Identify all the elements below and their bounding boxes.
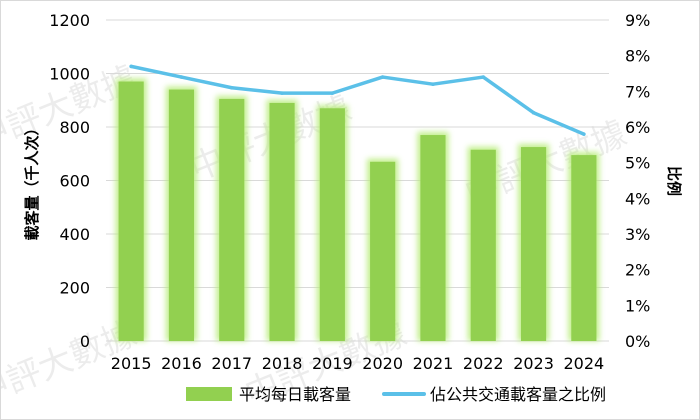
y2-tick-label: 1%	[625, 296, 650, 315]
y2-tick-label: 0%	[625, 332, 650, 351]
y-tick-label: 200	[59, 279, 90, 298]
x-tick-label: 2020	[362, 354, 403, 373]
y2-tick-label: 7%	[625, 82, 650, 101]
bar	[370, 161, 396, 341]
y2-tick-label: 5%	[625, 154, 650, 173]
y-axis-title: 載客量（千人次）	[23, 120, 41, 240]
y2-tick-label: 6%	[625, 118, 650, 137]
series-line	[129, 64, 586, 136]
y-tick-label: 1000	[49, 65, 90, 84]
y2-tick-label: 3%	[625, 225, 650, 244]
line-point	[129, 64, 133, 69]
x-tick-label: 2022	[463, 354, 504, 373]
line-point	[179, 75, 184, 79]
legend-label: 佔公共交通載客量之比例	[430, 385, 606, 404]
bar-series	[115, 78, 600, 342]
y2-tick-label: 4%	[625, 189, 650, 208]
line-point	[330, 91, 335, 95]
bar	[168, 89, 195, 341]
axes: 0 200 400 600 800 1000 1200 0% 1% 2% 3% 4% 5% 6% 7% 8% 9…	[23, 11, 683, 373]
legend-bar-swatch	[186, 387, 232, 401]
y-tick-label: 400	[59, 225, 90, 244]
x-tick-label: 2018	[262, 354, 303, 373]
y-tick-label: 1200	[49, 11, 90, 30]
line-point	[481, 75, 486, 79]
y2-tick-label: 9%	[625, 11, 650, 30]
y2-axis-title: 比例	[665, 166, 683, 196]
bar	[520, 147, 547, 341]
bar	[571, 155, 597, 341]
line-point	[531, 110, 536, 115]
x-tick-label: 2023	[513, 354, 554, 373]
x-tick-label: 2017	[211, 354, 252, 373]
line-point	[380, 75, 385, 79]
legend-label: 平均每日載客量	[239, 385, 351, 404]
bar	[420, 135, 446, 341]
line-point	[229, 85, 234, 90]
y-tick-label: 800	[59, 118, 90, 137]
y2-tick-label: 8%	[625, 47, 650, 66]
line-point	[280, 91, 284, 95]
bar	[319, 108, 345, 342]
x-tick-label: 2021	[413, 354, 454, 373]
y-tick-label: 0	[80, 332, 90, 351]
bar	[219, 98, 245, 341]
y-tick-label: 600	[59, 172, 90, 191]
x-tick-label: 2024	[563, 354, 604, 373]
legend: 平均每日載客量 佔公共交通載客量之比例	[186, 385, 606, 404]
y2-tick-label: 2%	[625, 261, 650, 280]
bar	[470, 149, 496, 341]
line-point	[431, 82, 435, 86]
bar	[118, 81, 144, 342]
x-tick-label: 2016	[161, 354, 202, 373]
x-tick-label: 2015	[111, 354, 152, 373]
line-point	[582, 132, 586, 136]
line-series	[129, 64, 586, 136]
x-tick-label: 2019	[312, 354, 353, 373]
bar	[269, 102, 295, 341]
